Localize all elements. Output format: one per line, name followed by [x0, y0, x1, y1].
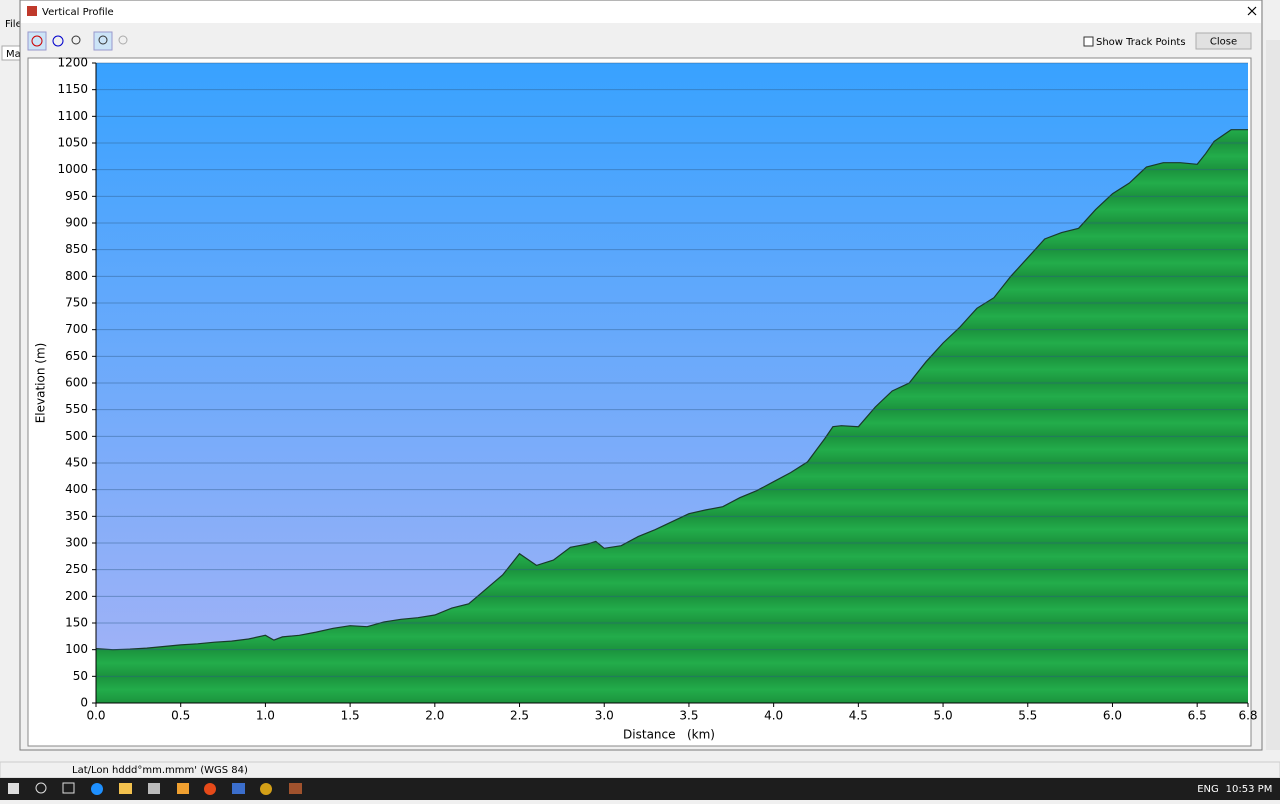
y-tick-label: 350 [65, 509, 88, 523]
y-tick-label: 450 [65, 456, 88, 470]
app-scrollbar[interactable] [1266, 40, 1280, 750]
x-tick-label: 3.5 [679, 709, 698, 723]
taskbar-app[interactable] [204, 783, 216, 795]
tab-label[interactable]: Map [6, 49, 27, 60]
taskbar-app[interactable] [260, 783, 272, 795]
area-fill-tint [96, 129, 1248, 703]
x-tick-label: 0.0 [86, 709, 105, 723]
x-tick-label: 4.5 [849, 709, 868, 723]
y-tick-label: 650 [65, 349, 88, 363]
y-tick-label: 150 [65, 616, 88, 630]
tool-icon [98, 35, 108, 45]
x-tick-label: 5.0 [934, 709, 953, 723]
y-tick-label: 400 [65, 482, 88, 496]
close-button[interactable] [1195, 32, 1252, 50]
x-tick-label: 4.0 [764, 709, 783, 723]
tool-select[interactable] [27, 31, 47, 51]
x-tick-label: 6.5 [1188, 709, 1207, 723]
x-axis-title: Distance (km) [623, 728, 715, 742]
y-tick-label: 50 [73, 669, 88, 683]
x-tick-label: 6.8 [1238, 709, 1257, 723]
taskbar-app[interactable] [91, 783, 103, 795]
y-tick-label: 900 [65, 216, 88, 230]
close-button-label[interactable]: Close [1210, 37, 1237, 48]
y-tick-label: 850 [65, 242, 88, 256]
y-tick-label: 950 [65, 189, 88, 203]
y-tick-label: 1100 [57, 109, 88, 123]
task-view[interactable] [62, 782, 75, 794]
checkbox-label[interactable]: Show Track Points [1096, 37, 1186, 48]
taskbar-app[interactable] [119, 783, 132, 794]
taskbar [0, 778, 1280, 800]
tool-zoom-box[interactable] [71, 35, 81, 45]
x-tick-label: 1.5 [341, 709, 360, 723]
y-tick-label: 700 [65, 322, 88, 336]
window-title: Vertical Profile [42, 7, 114, 18]
window-close-x[interactable] [1247, 6, 1257, 16]
y-tick-label: 100 [65, 642, 88, 656]
y-tick-label: 1150 [57, 82, 88, 96]
y-tick-label: 250 [65, 562, 88, 576]
x-tick-label: 6.0 [1103, 709, 1122, 723]
x-tick-label: 2.0 [425, 709, 444, 723]
y-axis-title: Elevation (m) [34, 343, 48, 424]
search-button[interactable] [35, 782, 47, 794]
y-tick-label: 550 [65, 402, 88, 416]
x-tick-label: 0.5 [171, 709, 190, 723]
checkbox[interactable] [1083, 36, 1094, 47]
chart [95, 62, 1248, 704]
x-tick-label: 3.0 [595, 709, 614, 723]
y-tick-label: 800 [65, 269, 88, 283]
tool-zoom-in[interactable] [93, 31, 113, 51]
language[interactable]: ENG [1197, 784, 1219, 795]
start-button[interactable] [8, 783, 19, 794]
y-tick-label: 750 [65, 296, 88, 310]
menu-file[interactable]: File [5, 19, 22, 30]
y-tick-label: 1050 [57, 136, 88, 150]
y-tick-label: 1200 [57, 56, 88, 70]
x-tick-label: 5.5 [1018, 709, 1037, 723]
profile-line [95, 129, 1248, 651]
y-tick-label: 1000 [57, 162, 88, 176]
taskbar-app[interactable] [289, 783, 302, 794]
tool-zoom-out[interactable] [118, 35, 128, 45]
status-coords: Lat/Lon hddd°mm.mmm' (WGS 84) [72, 765, 248, 776]
y-tick-label: 200 [65, 589, 88, 603]
taskbar-app[interactable] [148, 783, 160, 794]
taskbar-app[interactable] [232, 783, 245, 794]
taskbar-app[interactable] [177, 783, 189, 794]
title-bar [21, 1, 1261, 23]
tool-icon [31, 35, 43, 47]
tool-crosshair[interactable] [52, 35, 64, 47]
area-fill [96, 129, 1248, 703]
y-tick-label: 300 [65, 536, 88, 550]
y-tick-label: 0 [80, 696, 88, 710]
y-tick-label: 500 [65, 429, 88, 443]
window-icon [27, 6, 37, 16]
x-tick-label: 2.5 [510, 709, 529, 723]
x-tick-label: 1.0 [256, 709, 275, 723]
clock[interactable]: 10:53 PM [1226, 784, 1273, 795]
y-tick-label: 600 [65, 376, 88, 390]
